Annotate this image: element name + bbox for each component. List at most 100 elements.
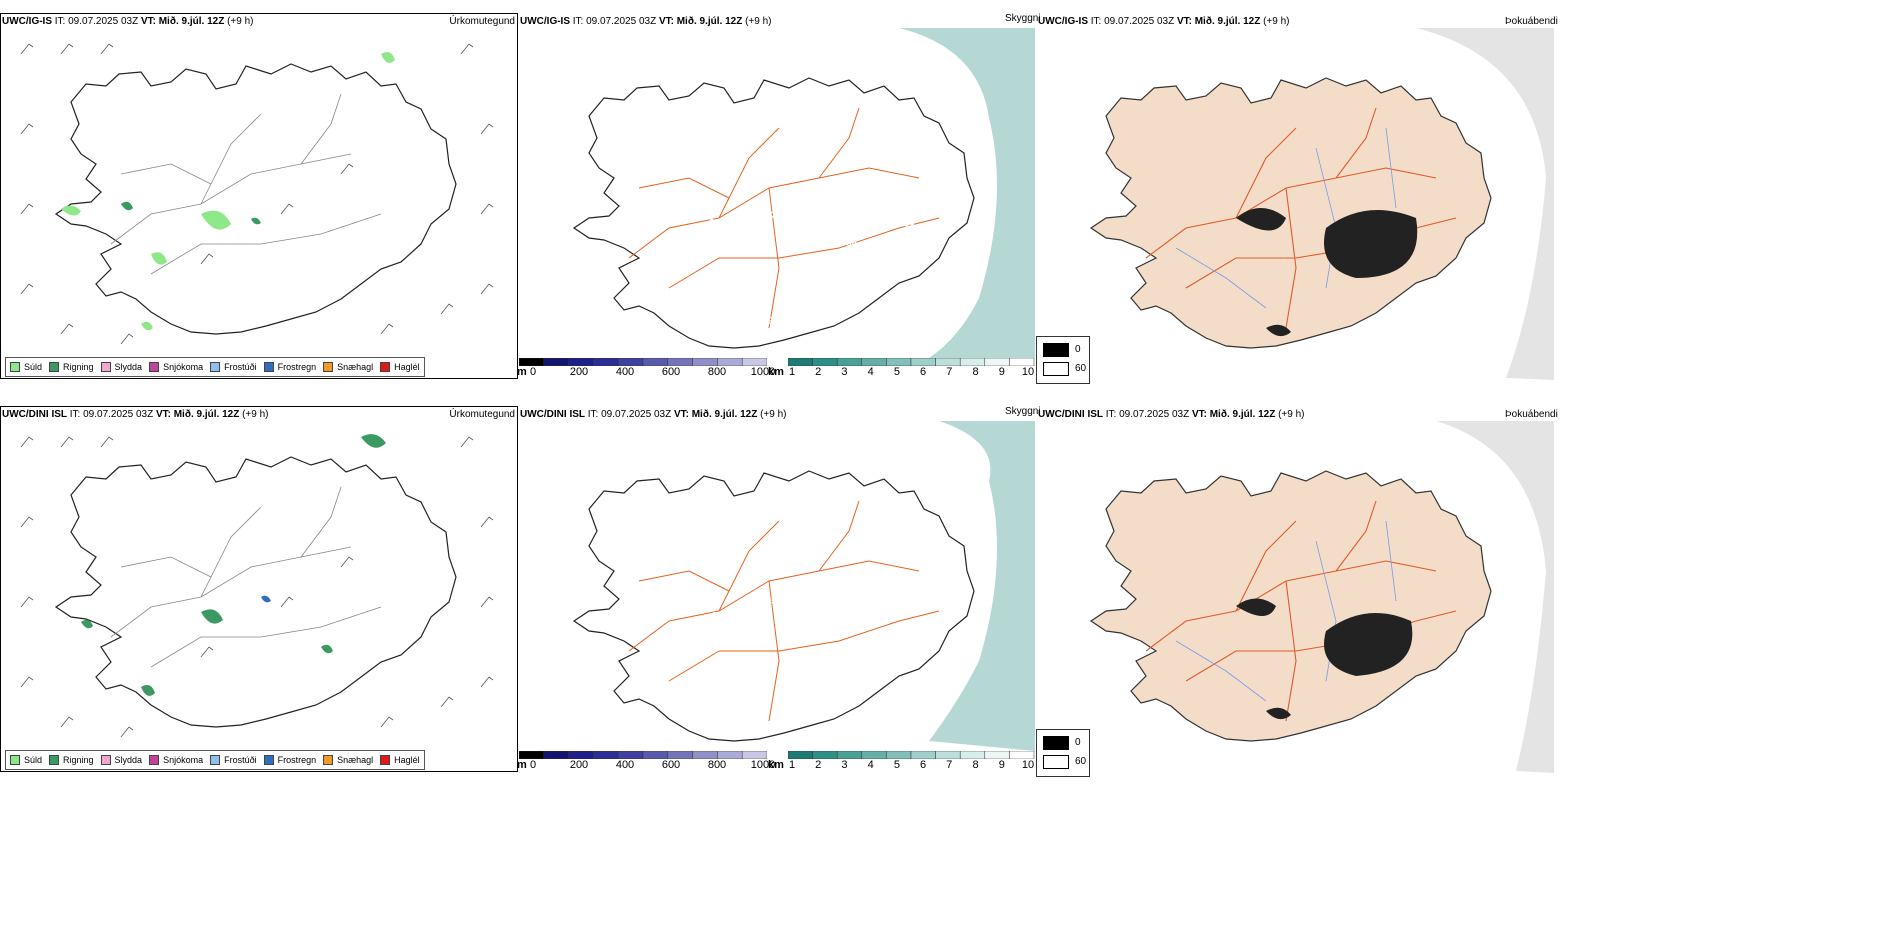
colorbar-tick-label: 800 [707,366,727,378]
legend-item-rain: Rigning [49,362,94,372]
cloud-base-label: 61 [741,315,753,326]
colorbar-tick-label: 7 [946,759,953,771]
panel-title: UWC/DINI ISL IT: 09.07.2025 03Z VT: Mið.… [2,409,269,420]
fog-panel-row1 [1036,28,1554,380]
precip-legend: Súld Rigning Slydda Snjókoma Frostúði Fr… [5,357,425,377]
colorbar-tick-label: 8 [972,759,979,771]
fog-legend: 0 60 [1036,729,1090,777]
colorbar-tick-label: 1000 [750,759,776,771]
panel-variable: Þokuábendi [1505,409,1558,420]
colorbar-tick-label: 400 [615,759,635,771]
cloud-base-label: 39 [762,316,774,327]
colorbar-segment [741,358,767,366]
colorbar-tick-label: 2 [815,759,822,771]
colorbar-tick-label: 400 [615,366,635,378]
colorbar-tick-label: 7 [946,366,953,378]
colorbar-segment [910,751,936,759]
colorbar-segment [836,751,863,759]
colorbar-tick-label: 0 [529,759,537,771]
colorbar-segment [667,751,693,759]
cloud-base-label: 45 [829,645,841,656]
panel-title: UWC/DINI ISL IT: 09.07.2025 03Z VT: Mið.… [520,409,787,420]
legend-item-rain: Rigning [49,755,94,765]
cloud-map: 38 54 77 45 48 70 50 [519,421,1035,751]
legend-item-hail: Haglél [380,755,420,765]
panel-title: UWC/IG-IS IT: 09.07.2025 03Z VT: Mið. 9.… [2,16,254,27]
cloud-panel-row1: 41 36 36 53 67 66 50 54 46 11 88 76 61 39 [519,28,1035,358]
legend-item-snow: Snjókoma [149,362,203,372]
cloud-base-label: 66 [846,238,858,249]
cloud-base-label: 36 [771,210,783,221]
visibility-colorbar: km 1 2 3 4 5 6 7 8 9 10 [768,751,1035,773]
colorbar-segment [959,751,986,759]
cloud-base-label: 54 [850,262,862,273]
colorbar-segment [886,751,912,759]
legend-item-hail: Haglél [380,362,420,372]
colorbar-segment [642,751,669,759]
colorbar-tick-label: 3 [841,759,848,771]
colorbar-tick-label: 9 [998,759,1005,771]
cloud-base-label: 36 [709,218,721,229]
colorbar-segment [935,751,961,759]
colorbar-segment [717,358,743,366]
fog-map [1036,421,1554,773]
colorbar-segment [692,751,718,759]
legend-item-freezing-drizzle: Frostúði [210,755,257,765]
legend-item-snow: Snjókoma [149,755,203,765]
colorbar-segment [519,358,545,366]
colorbar-segment [788,751,813,759]
colorbar-tick-label: 6 [920,366,927,378]
colorbar-segment [617,358,644,366]
colorbar-segment [886,358,912,366]
colorbar-segment [519,751,545,759]
cloud-base-label: 46 [904,223,916,234]
cloud-panel-row2: 38 54 77 45 48 70 50 [519,421,1035,751]
cloud-base-label: 77 [812,598,824,609]
colorbar-segment [861,358,887,366]
colorbar-tick-label: 3 [841,366,848,378]
legend-item-snow-pellets: Snæhagl [323,362,373,372]
colorbar-segment [836,358,863,366]
fog-panel-row2 [1036,421,1554,773]
ceiling-colorbar: m 0 200 400 600 800 1000 [517,358,775,380]
colorbar-tick-label: 1 [788,759,796,771]
colorbar-segment [717,751,743,759]
panel-variable: Úrkomutegund [449,409,515,420]
colorbar-segment [617,751,644,759]
cloud-base-label: 67 [815,240,827,251]
colorbar-tick-label: 5 [893,759,900,771]
precip-legend: Súld Rigning Slydda Snjókoma Frostúði Fr… [5,750,425,770]
colorbar-tick-label: 10 [1021,759,1035,771]
cloud-base-label: 76 [744,299,756,310]
precip-map [20,43,494,345]
colorbar-tick-label: 600 [661,366,681,378]
legend-item-sleet: Slydda [100,755,142,765]
colorbar-segment [1009,358,1035,366]
cloud-base-label: 54 [771,596,783,607]
colorbar-segment [667,358,693,366]
cloud-map: 41 36 36 53 67 66 50 54 46 11 88 76 61 39 [519,28,1035,358]
colorbar-segment [984,751,1010,759]
colorbar-segment [593,751,619,759]
panel-variable: Þokuábendi [1505,16,1558,27]
colorbar-segment [812,751,838,759]
colorbar-segment [543,358,569,366]
cloud-base-label: 70 [740,673,752,684]
colorbar-tick-label: 200 [569,366,589,378]
colorbar-segment [741,751,767,759]
colorbar-segment [812,358,838,366]
fog-legend: 0 60 [1036,336,1090,384]
colorbar-tick-label: 2 [815,366,822,378]
cloud-base-label: 11 [744,243,755,254]
colorbar-segment [568,751,594,759]
legend-item-sleet: Slydda [100,362,142,372]
legend-item-snow-pellets: Snæhagl [323,755,373,765]
colorbar-segment [642,358,669,366]
legend-item-drizzle: Súld [10,755,42,765]
cloud-base-label: 88 [741,280,753,291]
colorbar-tick-label: 6 [920,759,927,771]
colorbar-tick-label: 1 [788,366,796,378]
colorbar-segment [692,358,718,366]
cloud-base-label: 38 [712,611,724,622]
precip-panel-row1: Súld Rigning Slydda Snjókoma Frostúði Fr… [0,13,518,379]
